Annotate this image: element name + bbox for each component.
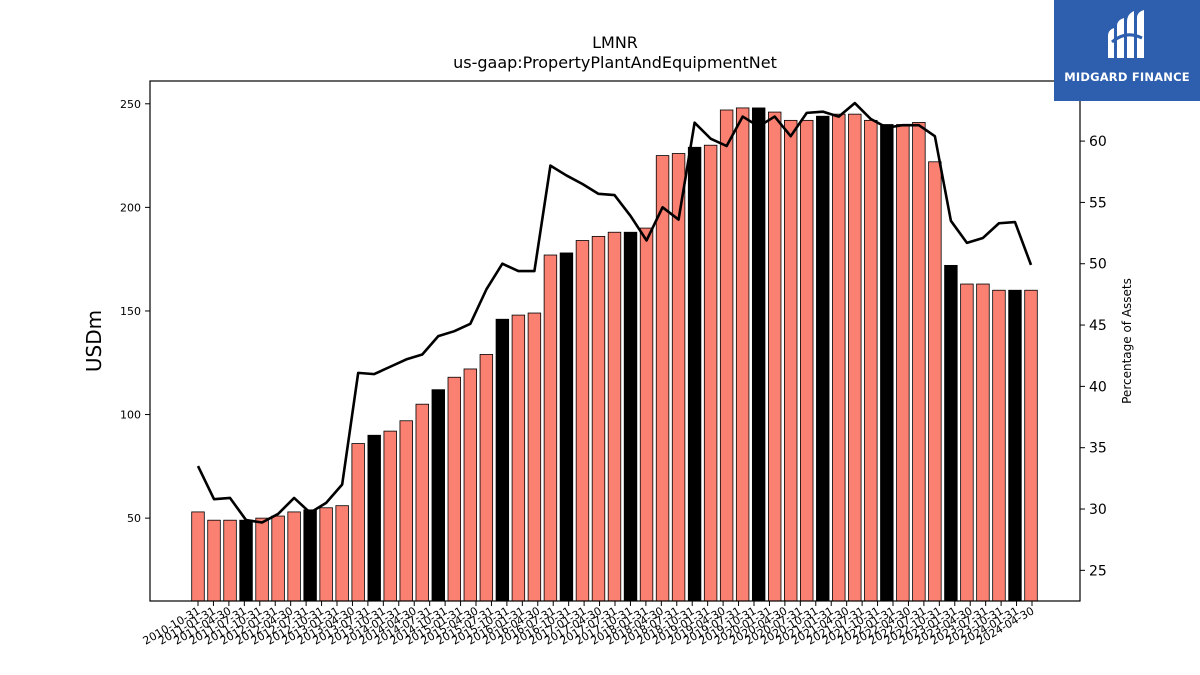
y-tick-label: 250 — [120, 98, 141, 111]
bar — [912, 122, 926, 602]
bar — [735, 107, 750, 602]
y2-tick-label: 25 — [1089, 563, 1107, 579]
bar — [896, 124, 910, 602]
y2-tick-label: 45 — [1089, 318, 1107, 334]
line-series — [196, 101, 1033, 524]
bar — [479, 354, 494, 602]
bar — [1024, 289, 1038, 602]
bar — [960, 283, 974, 602]
bar — [527, 312, 542, 602]
bar — [784, 119, 798, 602]
bar — [383, 430, 397, 602]
bar — [992, 289, 1006, 602]
bar — [431, 389, 445, 602]
y-tick-label: 150 — [120, 305, 141, 318]
bar — [207, 519, 221, 602]
bar — [351, 443, 365, 602]
bar — [287, 511, 301, 602]
bar — [607, 231, 622, 602]
y2-tick-label: 50 — [1089, 257, 1107, 273]
bar — [703, 144, 718, 602]
y2-tick-label: 30 — [1089, 502, 1107, 518]
bar — [800, 119, 814, 602]
bar — [623, 231, 638, 602]
bar — [687, 146, 702, 602]
bar — [191, 511, 205, 602]
chart-subtitle: us-gaap:PropertyPlantAndEquipmentNet — [453, 53, 777, 72]
y-axis-right: 25 30 35 40 45 50 55 60 — [1080, 134, 1107, 579]
x-axis: 2010-10-312011-01-312011-04-302011-07-31… — [141, 601, 1037, 648]
y2-tick-label: 55 — [1089, 195, 1107, 211]
bar — [1008, 289, 1022, 602]
y-tick-label: 50 — [127, 512, 141, 525]
bar — [543, 254, 558, 602]
brand-logo: MIDGARD FINANCE — [1054, 0, 1200, 101]
bar — [399, 420, 413, 602]
brand-name: MIDGARD FINANCE — [1064, 70, 1190, 84]
bar — [559, 252, 574, 602]
bar — [655, 155, 670, 602]
midgard-logo-icon — [1108, 10, 1144, 58]
percentage-line — [196, 101, 1033, 524]
bar — [848, 113, 862, 602]
bar — [303, 509, 317, 602]
bar — [751, 107, 766, 602]
bar — [495, 318, 510, 602]
bar — [223, 519, 237, 602]
bar — [767, 111, 782, 602]
bar — [880, 124, 894, 602]
bar — [944, 264, 958, 602]
y2-tick-label: 35 — [1089, 441, 1107, 457]
bar — [575, 240, 590, 602]
bar — [447, 376, 462, 602]
bar — [976, 283, 990, 602]
y2-tick-label: 40 — [1089, 379, 1107, 395]
y-tick-label: 200 — [120, 201, 141, 214]
bar — [928, 161, 942, 602]
bar — [367, 434, 381, 602]
bar — [816, 115, 830, 602]
y2-tick-label: 60 — [1089, 134, 1107, 150]
y2-axis-label: Percentage of Assets — [1120, 278, 1134, 404]
bar — [864, 119, 878, 602]
bar — [639, 227, 654, 602]
bar — [415, 403, 429, 602]
bar-series — [191, 107, 1038, 602]
bar — [832, 113, 846, 602]
y-axis-label: USDm — [82, 310, 106, 372]
bar — [591, 235, 606, 602]
y-axis-left: 50 100 150 200 250 — [120, 98, 150, 525]
bar — [463, 368, 478, 602]
y-tick-label: 100 — [120, 409, 141, 422]
chart-title: LMNR — [592, 33, 638, 52]
bar — [319, 507, 333, 602]
bar — [719, 109, 734, 602]
bar — [255, 517, 269, 602]
bar — [271, 515, 285, 602]
bar — [239, 519, 253, 602]
bar — [511, 314, 526, 602]
bar — [335, 505, 349, 602]
